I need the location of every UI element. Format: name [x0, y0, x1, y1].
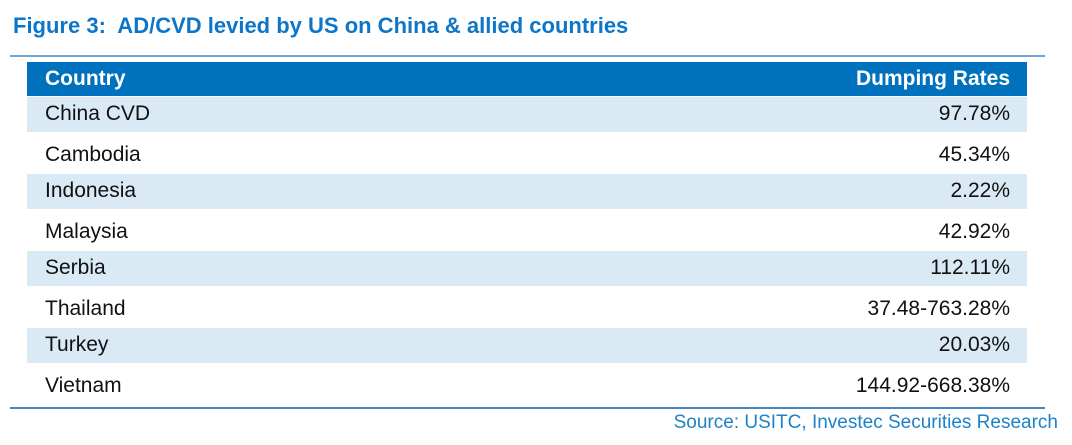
- column-header-dumping-rates: Dumping Rates: [855, 67, 1010, 90]
- dumping-rate-cell: 42.92%: [938, 219, 1010, 243]
- table-row: Turkey 20.03%: [27, 328, 1027, 367]
- country-cell: Malaysia: [45, 219, 128, 243]
- column-header-country: Country: [45, 67, 126, 90]
- dumping-rate-cell: 20.03%: [938, 333, 1010, 357]
- country-cell: China CVD: [45, 102, 151, 126]
- table-row: Cambodia 45.34%: [27, 136, 1027, 175]
- country-cell: Indonesia: [45, 179, 137, 203]
- country-cell: Thailand: [45, 296, 126, 320]
- table-row: Serbia 112.11%: [27, 251, 1027, 290]
- table-row: Malaysia 42.92%: [27, 213, 1027, 252]
- table-bottom-divider: [10, 407, 1045, 409]
- title-divider: [10, 55, 1045, 57]
- table-body: China CVD 97.78% Cambodia 45.34% Indonesia 2.…: [27, 97, 1027, 405]
- table-row: China CVD 97.78%: [27, 97, 1027, 136]
- dumping-rate-cell: 37.48-763.28%: [867, 296, 1010, 320]
- dumping-rate-cell: 144.92-668.38%: [855, 373, 1010, 397]
- table-row: Vietnam 144.92-668.38%: [27, 367, 1027, 406]
- table-row: Thailand 37.48-763.28%: [27, 290, 1027, 329]
- country-cell: Serbia: [45, 256, 106, 280]
- dumping-rate-cell: 112.11%: [930, 256, 1010, 280]
- figure-title: Figure 3: AD/CVD levied by US on China &…: [13, 13, 629, 38]
- dumping-rate-cell: 97.78%: [938, 102, 1010, 126]
- country-cell: Vietnam: [45, 373, 122, 397]
- table-header-row: Country Dumping Rates: [27, 62, 1027, 97]
- table-row: Indonesia 2.22%: [27, 174, 1027, 213]
- dumping-rate-cell: 45.34%: [938, 142, 1010, 166]
- country-cell: Cambodia: [45, 142, 141, 166]
- source-note: Source: USITC, Investec Securities Resea…: [673, 412, 1058, 433]
- dumping-rate-cell: 2.22%: [950, 179, 1010, 203]
- country-cell: Turkey: [45, 333, 109, 357]
- adcvd-rates-table: Country Dumping Rates China CVD 97.78% Cam…: [27, 62, 1027, 405]
